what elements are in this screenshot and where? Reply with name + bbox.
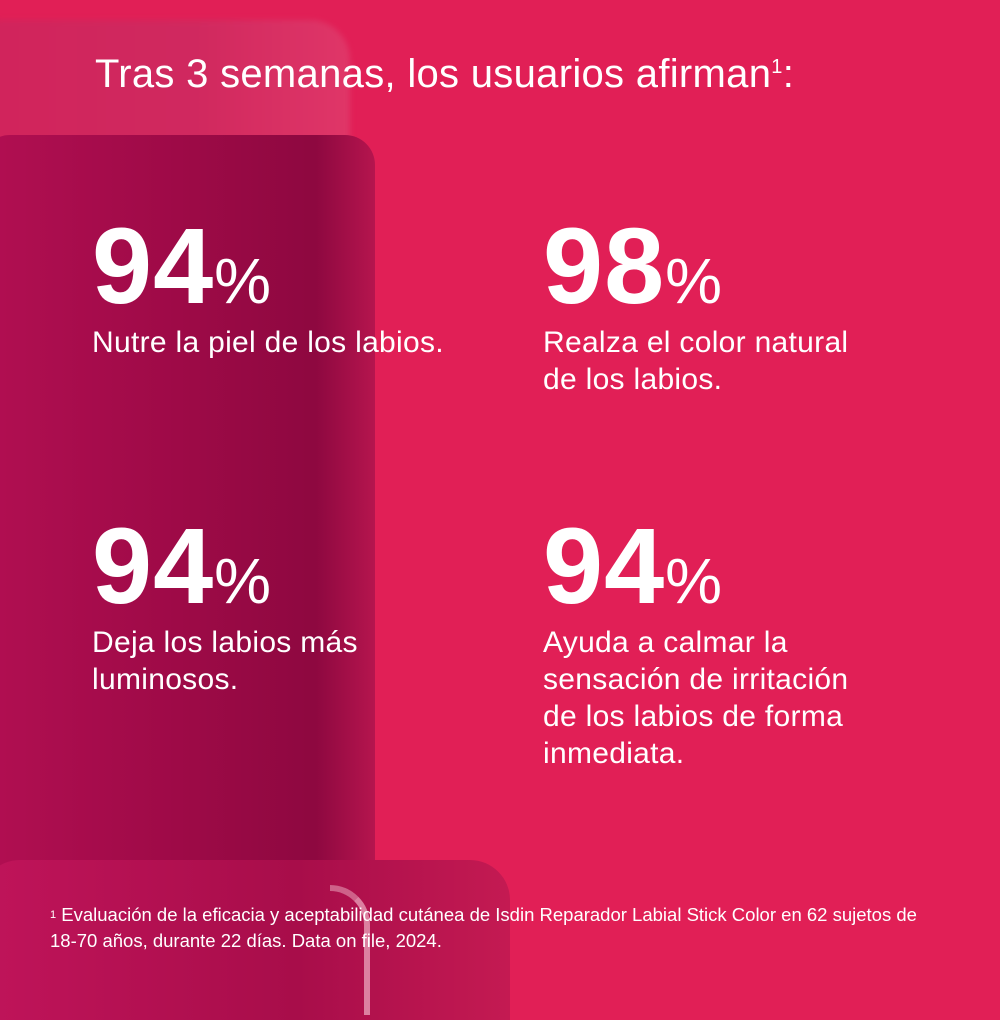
headline-text: Tras 3 semanas, los usuarios afirman <box>95 52 772 96</box>
stat-value: 94 <box>543 505 666 626</box>
stat-value: 98 <box>543 205 666 326</box>
footnote-mark: 1 <box>50 909 57 921</box>
stat-description: Nutre la piel de los labios. <box>92 326 444 359</box>
stat-figure: 94% <box>92 212 452 320</box>
stat-value: 94 <box>92 505 215 626</box>
stat-figure: 98% <box>543 212 913 320</box>
stat-figure: 94% <box>543 512 853 620</box>
stat-figure: 94% <box>92 512 432 620</box>
headline: Tras 3 semanas, los usuarios afirman1: <box>95 52 795 96</box>
stat-soothe: 94% Ayuda a calmar la sensación de irrit… <box>543 512 853 772</box>
product-base-image <box>0 860 510 1020</box>
stat-description: Deja los labios más luminosos. <box>92 626 358 696</box>
lip-stick-product-image <box>0 135 375 895</box>
stat-description: Realza el color natural de los labios. <box>543 326 849 396</box>
stat-unit: % <box>665 545 723 617</box>
footnote-text: Evaluación de la eficacia y aceptabilida… <box>50 904 917 951</box>
stat-nourish: 94% Nutre la piel de los labios. <box>92 212 452 361</box>
stat-unit: % <box>665 245 723 317</box>
stat-luminous: 94% Deja los labios más luminosos. <box>92 512 432 698</box>
footnote: 1 Evaluación de la eficacia y aceptabili… <box>50 902 930 954</box>
stat-color: 98% Realza el color natural de los labio… <box>543 212 913 398</box>
stat-value: 94 <box>92 205 215 326</box>
footnote-mark: 1 <box>771 56 783 78</box>
stat-unit: % <box>214 245 272 317</box>
stat-unit: % <box>214 545 272 617</box>
stat-description: Ayuda a calmar la sensación de irritació… <box>543 626 849 770</box>
